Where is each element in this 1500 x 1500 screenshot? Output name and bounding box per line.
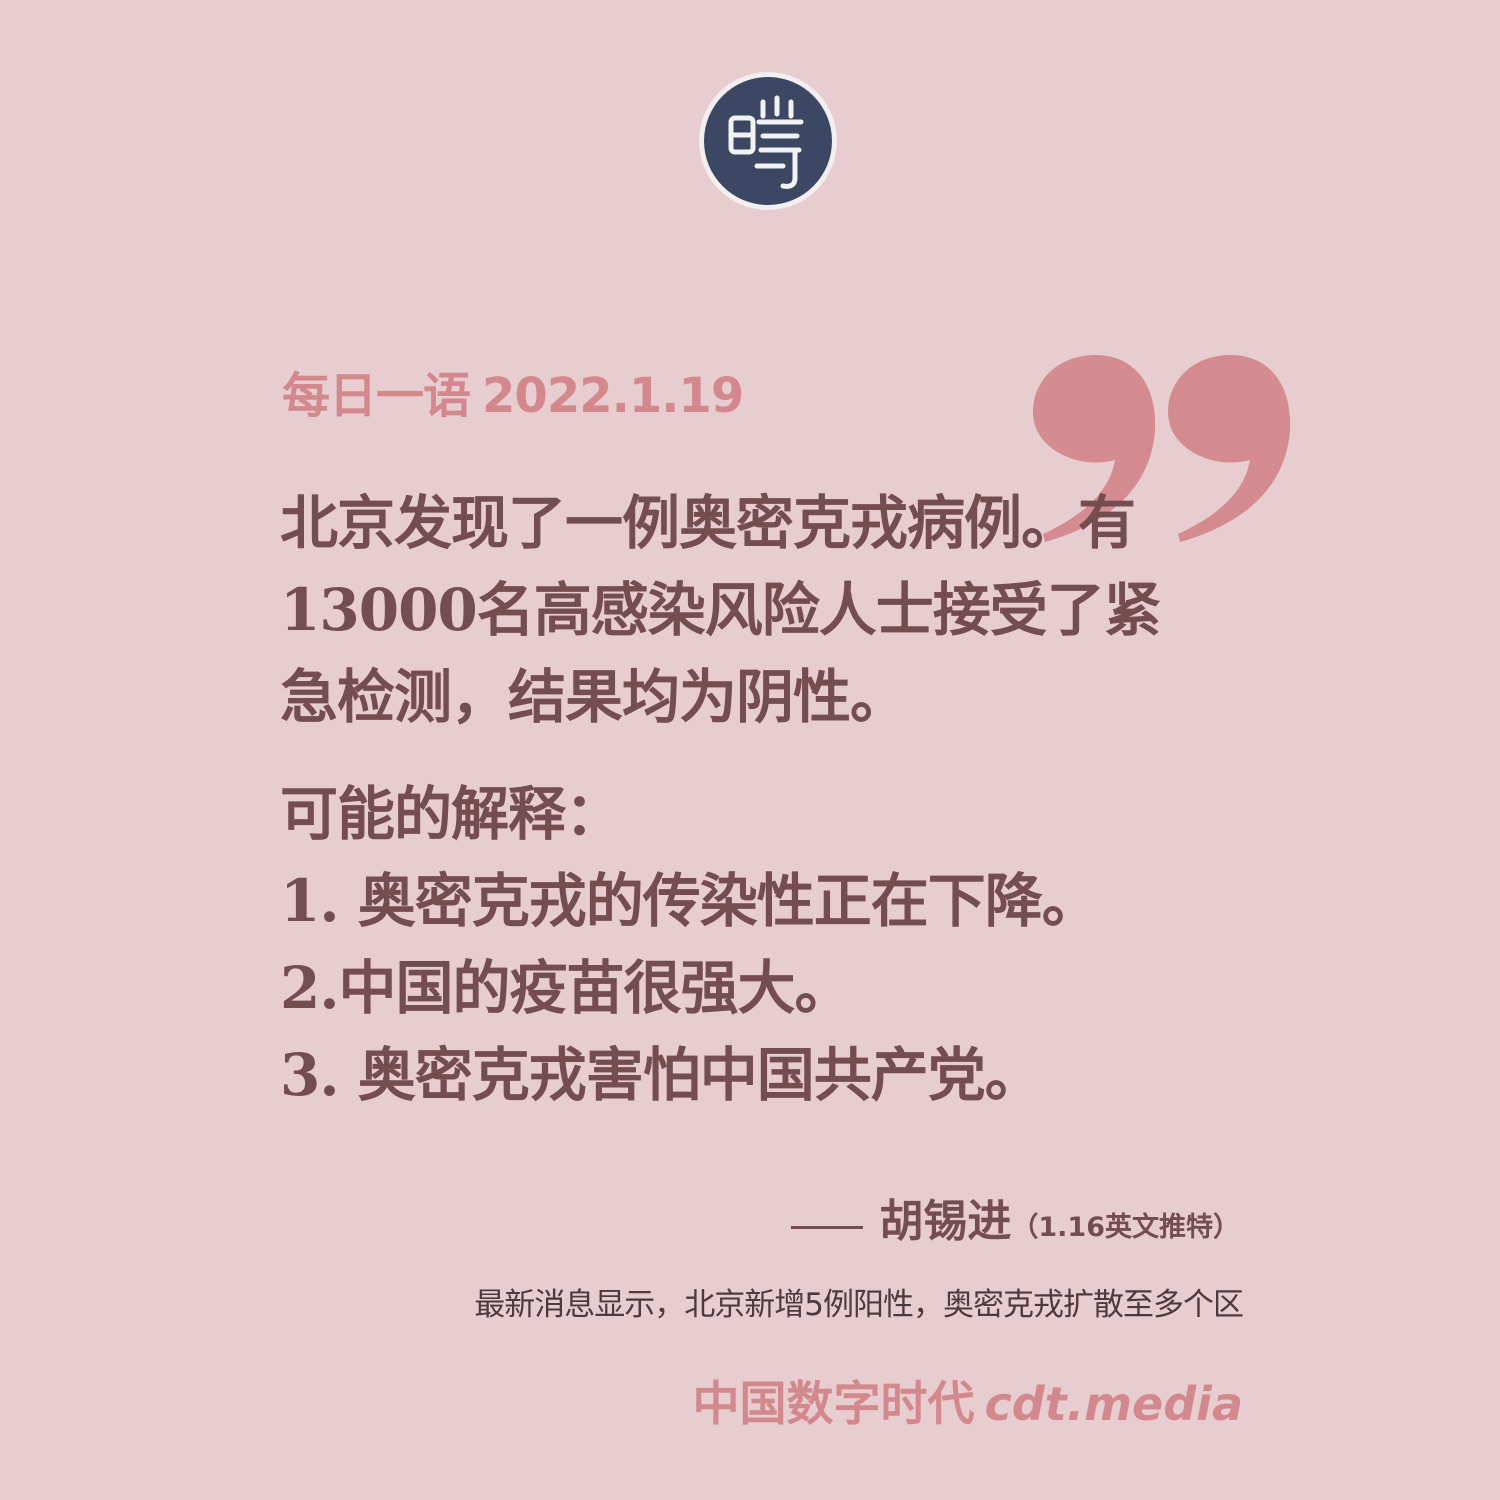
quote-line: 13000名高感染风险人士接受了紧 [280,576,1162,644]
header-label: 每日一语 [282,368,471,424]
quote-line: 2.中国的疫苗很强大。 [280,954,853,1022]
footer: 中国数字时代 cdt.media [692,1372,1243,1437]
quote-line: 急检测，结果均为阴性。 [280,663,908,731]
author-name: 胡锡进 [879,1196,1012,1247]
quote-body: 北京发现了一例奥密克戎病例。有 13000名高感染风险人士接受了紧 急检测，结果… [280,480,1200,1119]
attribution: 胡锡进（1.16英文推特） [791,1185,1240,1249]
quote-line: 可能的解释： [280,780,623,848]
quote-line: 北京发现了一例奥密克戎病例。有 [280,489,1136,557]
author-note: （1.16英文推特） [1011,1212,1240,1243]
paragraph-gap [280,741,1200,771]
header-date: 2022.1.19 [482,368,744,424]
quote-line: 1. 奥密克戎的传染性正在下降。 [280,867,1100,935]
header: 每日一语 2022.1.19 [282,364,744,428]
em-dash-line [791,1226,864,1229]
caption-text: 最新消息显示，北京新增5例阳性，奥密克戎扩散至多个区 [474,1287,1244,1323]
footer-brand: 中国数字时代 [692,1377,975,1432]
cdt-seal-logo-icon [699,72,837,210]
quote-line: 3. 奥密克戎害怕中国共产党。 [280,1041,1043,1109]
cdt-logo [697,70,839,212]
footer-url: cdt.media [984,1377,1243,1431]
closing-quote-icon [1025,350,1295,550]
